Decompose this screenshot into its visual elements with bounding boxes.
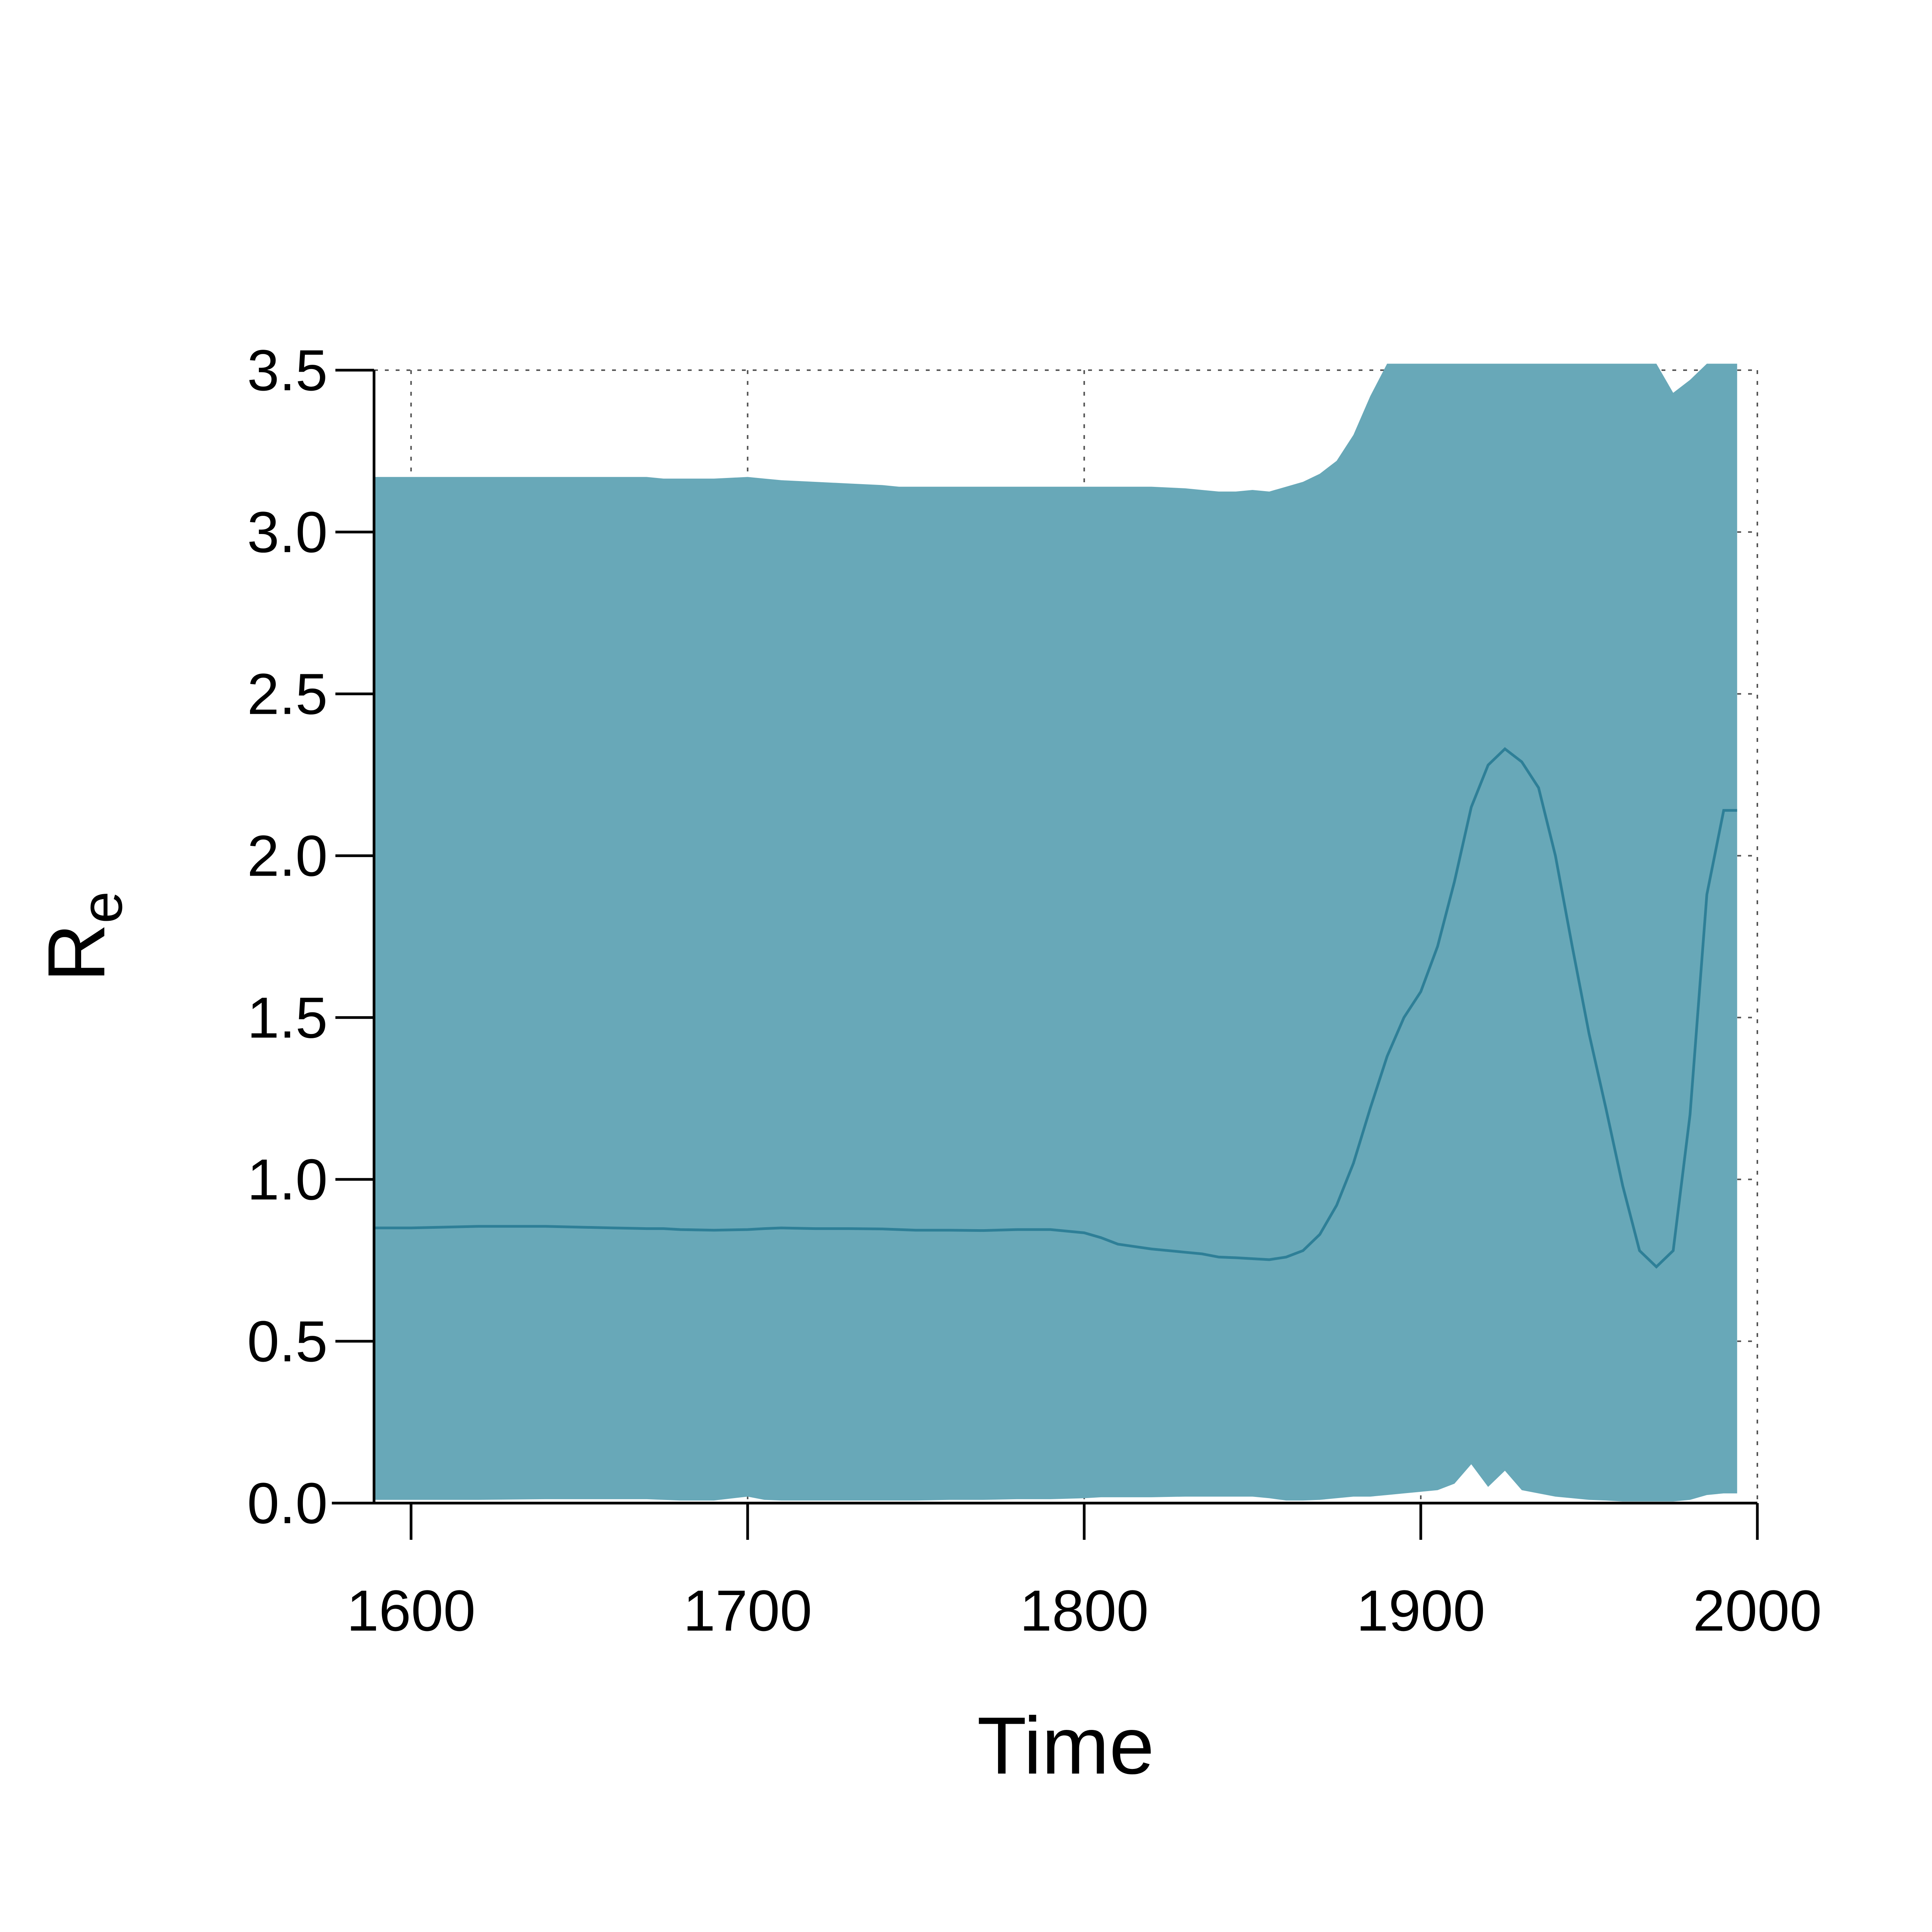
y-axis-ticks: 0.0 0.5 1.0 1.5 2.0 2.5 3.0 3.5 xyxy=(247,338,374,1536)
y-tick-label-3: 1.5 xyxy=(247,985,328,1050)
median-line xyxy=(374,747,1737,1269)
x-axis-ticks: 1600 1700 1800 1900 2000 xyxy=(347,1503,1822,1643)
y-tick-label-1: 0.5 xyxy=(247,1309,328,1374)
axes xyxy=(332,370,1757,1505)
x-tick-label-1600: 1600 xyxy=(347,1578,476,1643)
y-tick-label-2: 1.0 xyxy=(247,1147,328,1212)
x-tick-label-1800: 1800 xyxy=(1020,1578,1149,1643)
y-tick-label-6: 3.0 xyxy=(247,500,328,565)
credible-interval-band xyxy=(374,364,1737,1502)
x-tick-label-1700: 1700 xyxy=(683,1578,812,1643)
y-tick-label-5: 2.5 xyxy=(247,662,328,726)
x-tick-label-1900: 1900 xyxy=(1356,1578,1485,1643)
y-axis-title: Re xyxy=(31,891,134,982)
x-tick-label-2000: 2000 xyxy=(1693,1578,1822,1643)
y-axis-title-main: R xyxy=(31,923,122,982)
y-tick-label-0: 0.0 xyxy=(247,1471,328,1536)
x-axis-title: Time xyxy=(977,1700,1155,1791)
y-tick-label-4: 2.0 xyxy=(247,823,328,888)
y-tick-label-7: 3.5 xyxy=(247,338,328,403)
y-axis-title-subscript: e xyxy=(69,891,134,923)
